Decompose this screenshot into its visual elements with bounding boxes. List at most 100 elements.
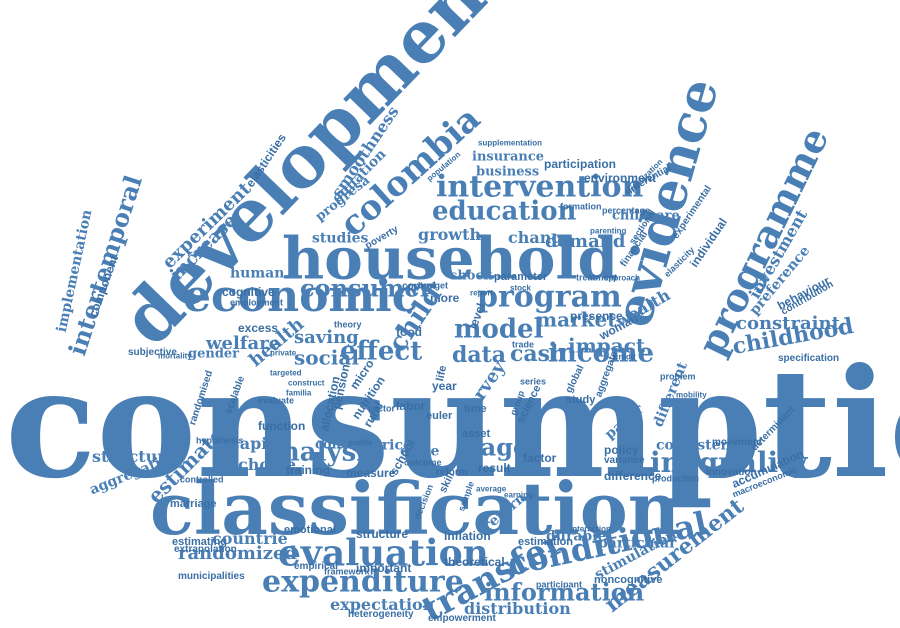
cloud-word-social: social bbox=[294, 345, 359, 370]
cloud-word-welfare: welfare bbox=[206, 333, 281, 355]
cloud-word-model: model bbox=[454, 314, 544, 345]
cloud-word-human: human bbox=[230, 265, 285, 282]
cloud-word-expenditure: expenditure bbox=[262, 564, 464, 600]
cloud-word-profile: profile bbox=[348, 438, 373, 448]
cloud-word-cohort: cohort bbox=[315, 437, 363, 453]
cloud-word-measure: measure bbox=[346, 466, 396, 481]
cloud-word-framework: framework bbox=[324, 566, 370, 577]
cloud-word-cycle: cycle bbox=[400, 443, 440, 460]
cloud-word-childcare: childcare bbox=[612, 208, 680, 224]
cloud-word-consumer: consumer bbox=[300, 273, 433, 303]
cloud-word-function: function bbox=[258, 419, 306, 434]
cloud-word-impact: impact bbox=[568, 333, 646, 358]
cloud-word-cognitive: cognitive bbox=[222, 285, 275, 300]
cloud-word-countrie: countrie bbox=[212, 528, 288, 548]
cloud-word-labor: labor bbox=[396, 399, 426, 414]
cloud-word-heterogeneity: heterogeneity bbox=[348, 608, 414, 620]
cloud-word-hypothesis: hypothesis bbox=[196, 435, 244, 446]
cloud-word-price: price bbox=[372, 437, 412, 454]
cloud-word-expectation: expectation bbox=[330, 594, 435, 614]
cloud-word-individual: individual bbox=[687, 215, 730, 270]
cloud-word-saving: saving bbox=[294, 327, 359, 349]
cloud-word-result: result bbox=[478, 461, 511, 476]
cloud-word-intervention: intervention bbox=[436, 169, 644, 205]
cloud-word-year: year bbox=[432, 379, 457, 394]
cloud-word-treatment: treatment bbox=[576, 272, 618, 283]
cloud-word-important: important bbox=[356, 561, 412, 576]
cloud-word-municipalities: municipalities bbox=[178, 570, 245, 582]
cloud-word-distribution: distribution bbox=[464, 598, 571, 618]
cloud-word-marriage: marriage bbox=[170, 497, 217, 510]
cloud-word-data: data bbox=[452, 341, 507, 368]
cloud-word-production: production bbox=[652, 473, 699, 484]
cloud-word-environment: environment bbox=[584, 171, 657, 186]
cloud-word-extrapolation: extrapolation bbox=[174, 543, 237, 555]
cloud-word-particular: particular bbox=[598, 535, 677, 552]
cloud-word-education: education bbox=[432, 196, 577, 227]
cloud-word-parameter: parameter bbox=[494, 270, 548, 283]
cloud-word-percentage: percentage bbox=[602, 205, 651, 216]
cloud-word-growth: growth bbox=[418, 224, 482, 244]
cloud-word-choice: choice bbox=[238, 454, 297, 474]
cloud-word-training: training bbox=[286, 463, 330, 478]
cloud-word-problem: problem bbox=[660, 371, 696, 382]
cloud-word-classification: classification bbox=[150, 465, 681, 551]
cloud-word-series: series bbox=[520, 376, 547, 387]
cloud-word-market: market bbox=[536, 307, 617, 332]
cloud-word-randomized: randomized bbox=[178, 543, 297, 565]
cloud-word-participant: participant bbox=[536, 579, 583, 590]
cloud-word-euler: euler bbox=[426, 409, 453, 422]
cloud-word-difference: difference bbox=[604, 469, 662, 484]
cloud-word-inflation: inflation bbox=[444, 529, 491, 544]
cloud-word-presence: presence bbox=[570, 309, 623, 324]
cloud-word-private: private bbox=[270, 348, 297, 358]
cloud-word-interaction: interaction bbox=[570, 524, 611, 534]
cloud-word-time: time bbox=[464, 402, 487, 415]
cloud-word-participation: participation bbox=[544, 157, 617, 172]
cloud-word-subjective: subjective bbox=[128, 346, 177, 358]
cloud-word-evaluation: evaluation bbox=[278, 532, 489, 575]
cloud-word-gender: gender bbox=[188, 346, 240, 362]
cloud-word-trade: trade bbox=[512, 339, 535, 350]
cloud-word-cash: cash bbox=[510, 340, 567, 367]
cloud-word-economic: economic bbox=[183, 270, 419, 322]
cloud-word-innovation: innovation bbox=[706, 466, 757, 478]
cloud-word-employment: employment bbox=[230, 297, 284, 308]
cloud-word-capital: capital bbox=[230, 433, 292, 453]
cloud-word-controlled: controlled bbox=[180, 474, 224, 485]
cloud-word-demand: demand bbox=[545, 231, 626, 253]
cloud-word-business: business bbox=[476, 164, 540, 180]
cloud-word-studies: studies bbox=[312, 230, 369, 247]
cloud-word-earning: earning bbox=[504, 490, 533, 500]
cloud-word-evaluate: evaluate bbox=[258, 395, 295, 406]
cloud-word-consistent: consistent bbox=[656, 437, 738, 454]
cloud-word-consumption: consumption bbox=[5, 336, 900, 512]
cloud-word-construct: construct bbox=[288, 378, 325, 388]
cloud-word-durable: durable bbox=[546, 528, 607, 545]
cloud-word-constraint: constraint bbox=[736, 313, 840, 335]
cloud-word-mortality: mortality bbox=[158, 351, 192, 361]
cloud-word-mobility: mobility bbox=[676, 390, 707, 400]
cloud-word-noncognitive: noncognitive bbox=[594, 573, 663, 586]
cloud-word-empowerment: empowerment bbox=[428, 612, 496, 624]
cloud-word-study: study bbox=[566, 393, 596, 406]
cloud-word-excess: excess bbox=[238, 321, 279, 336]
cloud-word-more: more bbox=[430, 291, 460, 306]
cloud-word-structure: structure bbox=[356, 527, 409, 542]
cloud-word-asset: asset bbox=[462, 427, 491, 440]
cloud-word-control: control bbox=[402, 280, 436, 292]
cloud-word-shock: shock bbox=[450, 268, 493, 284]
cloud-word-outcome: outcome bbox=[404, 457, 442, 468]
cloud-word-household: household bbox=[282, 224, 619, 293]
cloud-word-income: income bbox=[548, 338, 655, 369]
cloud-word-specification: specification bbox=[778, 352, 840, 364]
cloud-word-effect: effect bbox=[340, 336, 423, 367]
cloud-word-approach: approach bbox=[604, 273, 641, 283]
cloud-word-factor: factor bbox=[523, 451, 557, 466]
cloud-word-insurance: insurance bbox=[472, 149, 545, 165]
cloud-word-report: report bbox=[470, 288, 494, 298]
cloud-word-reform: reform bbox=[436, 466, 468, 478]
cloud-word-parenting: parenting bbox=[590, 226, 627, 236]
cloud-word-theoretical: theoretical bbox=[444, 555, 505, 570]
